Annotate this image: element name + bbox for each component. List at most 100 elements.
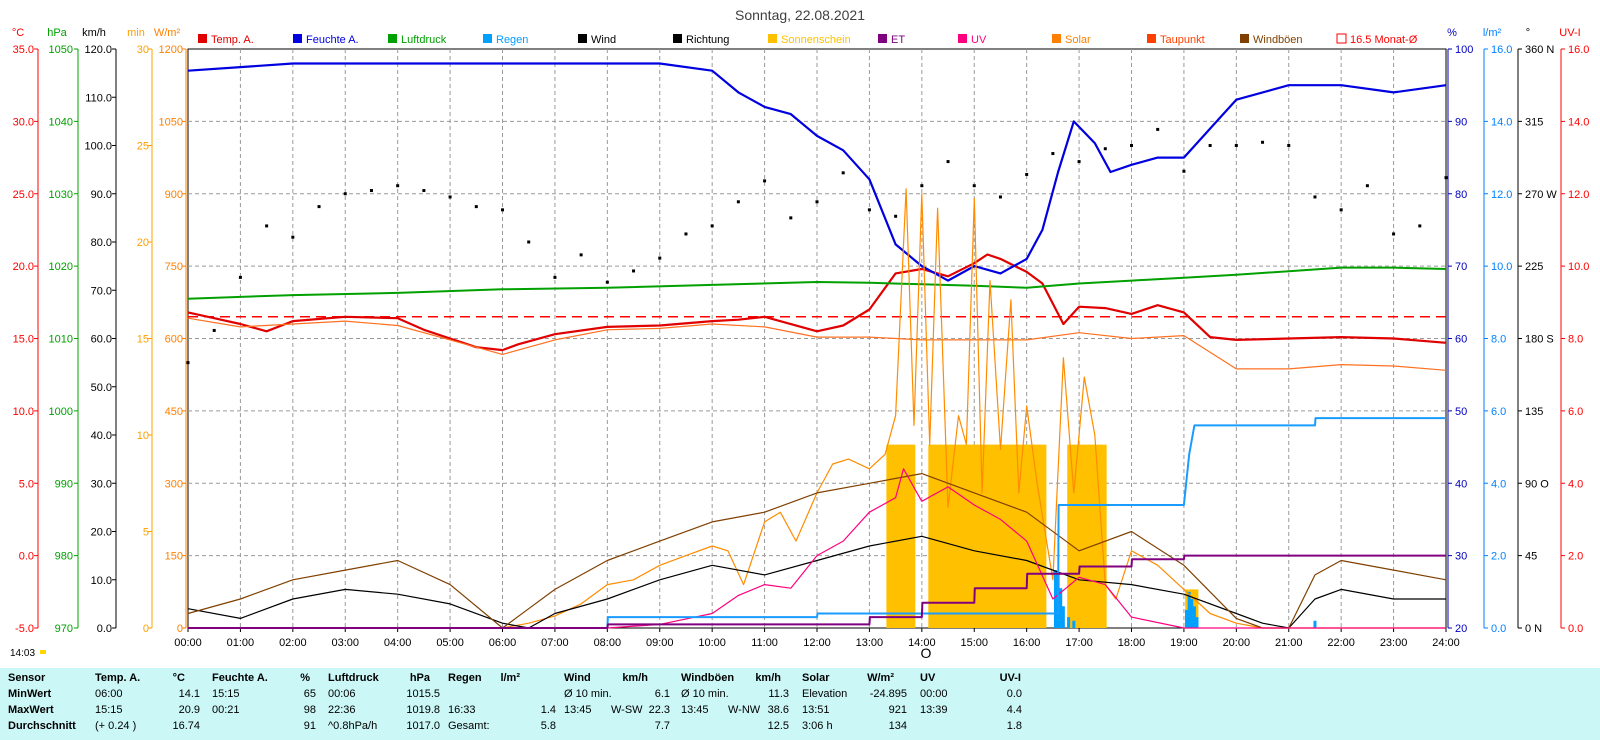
sunshine-bar <box>928 444 937 628</box>
sunshine-bar <box>1067 444 1076 628</box>
legend-swatch <box>768 34 777 43</box>
time-marker-flag <box>40 650 46 654</box>
legend-swatch <box>1240 34 1249 43</box>
stats-cell: 1.4 <box>540 704 556 716</box>
axis-tick-label: 970 <box>55 623 73 635</box>
axis-tick-label: 45 <box>1525 551 1537 563</box>
legend-swatch <box>878 34 887 43</box>
stats-cell: 00:21 <box>212 704 240 716</box>
direction-dot <box>1261 140 1265 144</box>
axis-tick-label: 0 N <box>1525 623 1542 635</box>
stats-cell: 13:45 <box>681 704 709 716</box>
axis-tick-label: 180 S <box>1525 334 1554 346</box>
x-tick-label: 18:00 <box>1118 637 1146 649</box>
legend-swatch <box>293 34 302 43</box>
axis-tick-label: 12.0 <box>1568 189 1589 201</box>
sunshine-bar <box>970 444 979 628</box>
direction-dot <box>684 232 688 236</box>
direction-dot <box>736 200 740 204</box>
legend-swatch <box>1052 34 1061 43</box>
stats-cell: 4.4 <box>1006 704 1022 716</box>
stats-cell: 3:06 h <box>802 720 833 732</box>
direction-dot <box>579 253 583 257</box>
legend-swatch <box>1147 34 1156 43</box>
rain-rate-bar <box>1061 606 1065 628</box>
x-tick-label: 21:00 <box>1275 637 1303 649</box>
stats-cell: 13:51 <box>802 704 830 716</box>
rain-rate-bar <box>1185 609 1189 628</box>
direction-dot <box>998 195 1002 199</box>
axis-tick-label: 16.0 <box>1568 44 1589 56</box>
time-marker: 14:03 <box>10 648 35 659</box>
axis-tick-label: 100.0 <box>84 141 112 153</box>
weather-chart: Sonntag, 22.08.2021 Temp. A. Feuchte A. Lu… <box>10 7 1590 661</box>
legend-label: Feuchte A. <box>306 34 359 46</box>
direction-dot <box>815 200 819 204</box>
axis-tick-label: 0 <box>177 623 183 635</box>
direction-dot <box>841 171 845 175</box>
rain-rate-bar <box>1195 617 1199 628</box>
stats-header: % <box>300 672 310 684</box>
series-line <box>188 554 1446 629</box>
stats-cell: 15:15 <box>212 688 240 700</box>
legend-label: Windböen <box>1253 34 1303 46</box>
series-line <box>187 535 1446 629</box>
stats-cell: 12.5 <box>767 720 789 732</box>
axis-tick-label: 1020 <box>49 261 73 273</box>
chart-legend: Temp. A. Feuchte A. Luftdruck Regen Wind Rich… <box>198 33 1418 46</box>
direction-dot <box>422 189 426 193</box>
legend-swatch <box>1336 33 1347 44</box>
sunshine-bar <box>1012 444 1021 628</box>
x-tick-label: 15:00 <box>960 637 988 649</box>
stats-cell: 1019.8 <box>406 704 440 716</box>
direction-dot <box>710 224 714 228</box>
sunshine-bar <box>938 444 947 628</box>
direction-dot <box>1365 184 1369 188</box>
axis-tick-label: 15.0 <box>13 334 34 346</box>
sunshine-bar <box>907 444 916 628</box>
direction-dot <box>501 208 504 212</box>
axis-tick-label: 20.0 <box>91 527 112 539</box>
legend-swatch <box>673 34 682 43</box>
sunshine-bar <box>1027 444 1036 628</box>
axis-tick-label: 20 <box>137 237 149 249</box>
sunshine-bar <box>944 444 953 628</box>
statistics-table: Sensor Temp. A. °C Feuchte A.% Luftdruck hPa R… <box>0 668 1600 740</box>
chart-title: Sonntag, 22.08.2021 <box>735 7 865 23</box>
sunshine-bar <box>1098 444 1107 628</box>
axis-tick-label: 10.0 <box>1568 261 1589 273</box>
direction-dot <box>632 269 636 273</box>
sunshine-bar <box>902 444 911 628</box>
left-axes: °C 35.0 30.0 25.0 20.0 15.0 10.0 5.0 0.0 -5.0 hPa 1… <box>12 27 187 635</box>
stats-cell: W-SW <box>611 704 643 716</box>
axis-tick-label: 90.0 <box>91 189 112 201</box>
series-line <box>187 266 1447 300</box>
axis-tick-label: 70 <box>1455 261 1467 273</box>
legend-swatch <box>483 34 492 43</box>
rain-rate-bar <box>1187 591 1191 628</box>
direction-dot <box>1051 152 1055 156</box>
axis-tick-label: 14.0 <box>1568 116 1589 128</box>
sunshine-bar <box>1006 444 1015 628</box>
sunshine-bar <box>1082 444 1091 628</box>
stats-row-label: MaxWert <box>8 704 54 716</box>
axis-tick-label: 110.0 <box>85 92 112 104</box>
axis-tick-label: 30.0 <box>91 478 112 490</box>
stats-header: W/m² <box>867 672 894 684</box>
axis-tick-label: 50.0 <box>91 382 112 394</box>
axis-unit: min <box>127 27 145 39</box>
o-marker: O <box>921 645 932 661</box>
axis-tick-label: 20 <box>1455 623 1467 635</box>
axis-tick-label: 2.0 <box>1568 551 1583 563</box>
line-series <box>187 62 1447 629</box>
stats-cell: 20.9 <box>178 704 200 716</box>
axis-unit: km/h <box>82 27 106 39</box>
direction-dot <box>1313 195 1317 199</box>
axis-tick-label: 0 <box>143 623 149 635</box>
rain-rate-bar <box>1313 620 1317 628</box>
series-line <box>188 417 1446 629</box>
x-tick-label: 07:00 <box>541 637 569 649</box>
axis-tick-label: 70.0 <box>91 285 112 297</box>
direction-dot <box>1025 172 1029 176</box>
sunshine-bar <box>896 444 905 628</box>
